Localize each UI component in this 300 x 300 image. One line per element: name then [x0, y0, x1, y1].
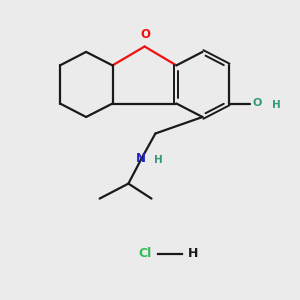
Text: H: H — [272, 100, 281, 110]
Text: N: N — [135, 152, 146, 165]
Text: Cl: Cl — [138, 247, 151, 260]
Text: O: O — [253, 98, 262, 108]
Text: H: H — [188, 247, 198, 260]
Text: O: O — [140, 28, 151, 40]
Text: H: H — [154, 155, 163, 165]
